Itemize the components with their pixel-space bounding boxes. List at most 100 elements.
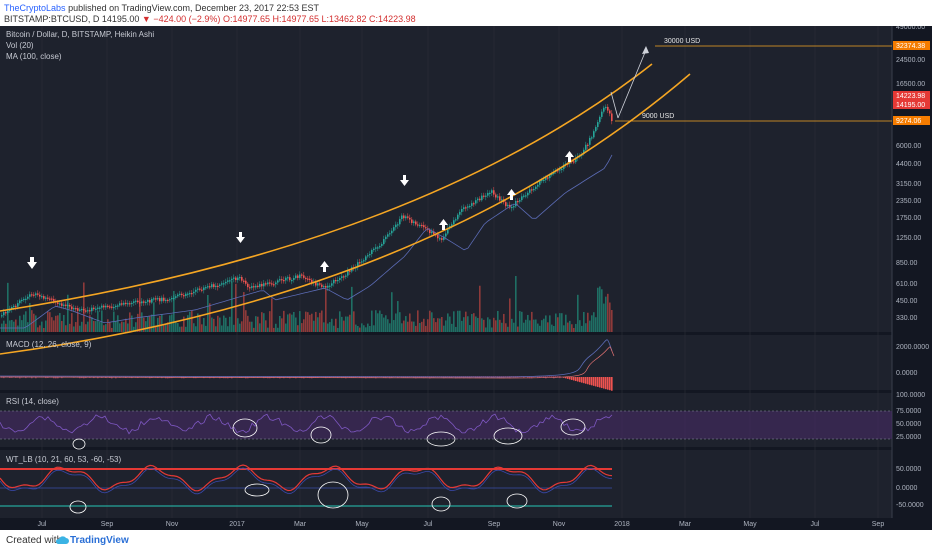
volume-bar [533, 319, 535, 332]
volume-bar [291, 314, 293, 332]
volume-bar [9, 320, 11, 332]
volume-bar [309, 314, 311, 332]
vol-label: Vol (20) [6, 41, 34, 50]
volume-bar [281, 318, 283, 332]
price-tick: 850.00 [896, 260, 918, 267]
wt-line [0, 464, 613, 492]
volume-bar [411, 321, 413, 332]
macd-bar [599, 377, 601, 388]
macd-bar [563, 377, 565, 378]
price-tick: 2350.00 [896, 198, 921, 205]
volume-bar [317, 317, 319, 332]
macd-line [0, 339, 613, 378]
rsi-circle [310, 426, 332, 444]
volume-bar [109, 322, 111, 332]
volume-bar [179, 326, 181, 332]
macd-bar [311, 376, 313, 379]
macd-bar [265, 376, 267, 378]
wt-circle [506, 493, 528, 509]
price-tags: 32374.38 14223.98 14195.00 9274.06 [893, 41, 930, 125]
volume-bar [351, 286, 353, 332]
volume-bar [347, 316, 349, 332]
volume-bar [453, 311, 455, 332]
macd-bar [37, 376, 39, 378]
volume-bar [13, 321, 15, 332]
time-tick: Jul [811, 521, 820, 528]
volume-bar [49, 312, 51, 332]
macd-pane[interactable] [0, 335, 892, 390]
macd-bar [301, 376, 303, 379]
volume-bar [601, 289, 603, 332]
volume-bar [217, 315, 219, 332]
channel-lower[interactable] [0, 73, 691, 355]
price-tick: 16500.00 [896, 81, 925, 88]
macd-bar [77, 376, 79, 378]
volume-bar [53, 320, 55, 332]
volume-bar [151, 314, 153, 332]
volume-bar [465, 311, 467, 332]
rsi-circle [560, 418, 586, 436]
volume-bar [413, 321, 415, 332]
volume-bar [499, 319, 501, 332]
volume-bar [265, 320, 267, 332]
wt-circle [69, 500, 87, 514]
volume-bar [35, 315, 37, 332]
macd-bar [129, 376, 131, 378]
volume-bar [451, 323, 453, 332]
volume-bar [589, 320, 591, 332]
macd-bar [543, 376, 545, 378]
volume-bar [587, 312, 589, 332]
time-tick: May [355, 521, 369, 528]
volume-bar [247, 315, 249, 332]
volume-bar [611, 309, 613, 332]
volume-bar [45, 320, 47, 332]
volume-bar [529, 320, 531, 332]
macd-bar [145, 376, 147, 378]
volume-bar [165, 323, 167, 332]
volume-bar [483, 319, 485, 332]
volume-bar [443, 325, 445, 332]
macd-bar [189, 376, 191, 378]
ma-line [0, 154, 613, 329]
volume-bar [581, 325, 583, 332]
volume-bar [399, 312, 401, 332]
price-tick: 1250.00 [896, 235, 921, 242]
channel-upper[interactable] [0, 63, 653, 312]
volume-bar [65, 325, 67, 332]
volume-bar [63, 315, 65, 332]
volume-bar [503, 313, 505, 332]
wt-pane[interactable] [0, 450, 892, 518]
macd-bar [547, 376, 549, 378]
volume-bar [329, 322, 331, 332]
volume-bar [429, 310, 431, 332]
volume-bar [231, 281, 233, 332]
volume-bar [439, 318, 441, 332]
volume-bar [305, 311, 307, 332]
volume-bar [573, 327, 575, 332]
volume-bar [477, 317, 479, 332]
time-axis[interactable]: Jul Sep Nov 2017 Mar May Jul Sep Nov 2018 Mar May Ju… [38, 521, 885, 528]
volume-bar [383, 317, 385, 332]
volume-bar [93, 320, 95, 332]
volume-bar [31, 310, 33, 332]
published-text: published on TradingView.com, December 2… [68, 3, 320, 13]
chart-canvas[interactable]: 30000 USD 9000 USD Bitcoin / Dollar, D, … [0, 26, 932, 530]
volume-bar [15, 319, 17, 332]
volume-bar [363, 325, 365, 332]
volume-bar [269, 311, 271, 332]
tradingview-link[interactable]: TradingView [70, 535, 129, 546]
macd-bar [33, 376, 35, 378]
volume-bar [89, 315, 91, 332]
volume-bar [7, 282, 9, 332]
volume-bar [505, 323, 507, 332]
volume-bar [461, 320, 463, 332]
last-price: 14195.00 [101, 14, 140, 24]
macd-bar [611, 377, 613, 391]
volume-bar [381, 313, 383, 332]
volume-bar [225, 317, 227, 332]
volume-bar [227, 326, 229, 332]
volume-bar [135, 322, 137, 332]
price-pane[interactable] [0, 26, 892, 332]
publisher-link[interactable]: TheCryptoLabs [4, 3, 66, 13]
volume-bar [25, 311, 27, 332]
